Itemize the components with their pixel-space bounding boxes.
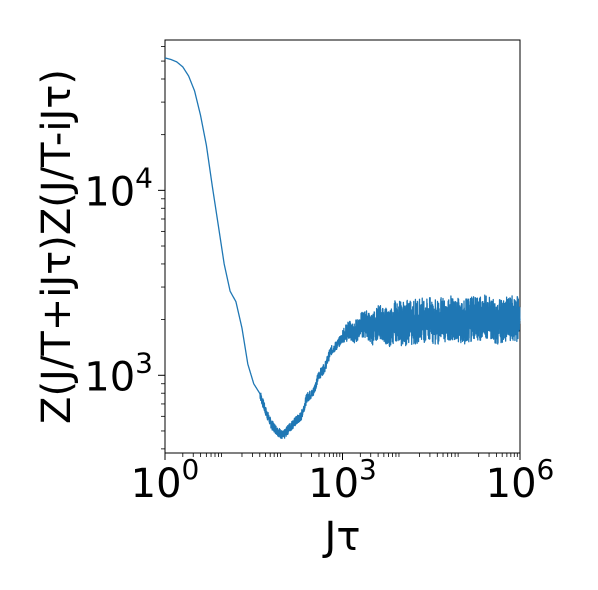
x-tick-label-base: 10 bbox=[131, 461, 182, 507]
plot-frame bbox=[164, 39, 521, 454]
x-tick-label: 103 bbox=[308, 453, 377, 507]
series-layer bbox=[164, 57, 521, 439]
y-tick-label: 104 bbox=[84, 161, 153, 215]
x-axis-label: Jτ bbox=[322, 514, 361, 560]
x-tick-label-base: 10 bbox=[308, 461, 359, 507]
x-tick-label: 100 bbox=[131, 453, 200, 507]
y-tick-label-exponent: 4 bbox=[135, 161, 153, 194]
y-tick-label-base: 10 bbox=[84, 169, 135, 215]
x-tick-label: 106 bbox=[486, 453, 555, 507]
x-tick-label-exponent: 0 bbox=[182, 453, 200, 486]
y-axis-label: Z(J/T+iJτ)Z(J/T-iJτ) bbox=[34, 69, 80, 424]
y-tick-label: 103 bbox=[84, 346, 153, 400]
y-tick-label-exponent: 3 bbox=[135, 346, 153, 379]
series-line bbox=[164, 57, 521, 439]
x-tick-label-exponent: 6 bbox=[537, 453, 555, 486]
x-tick-label-exponent: 3 bbox=[359, 453, 377, 486]
y-tick-label-base: 10 bbox=[84, 354, 135, 400]
x-tick-label-base: 10 bbox=[486, 461, 537, 507]
